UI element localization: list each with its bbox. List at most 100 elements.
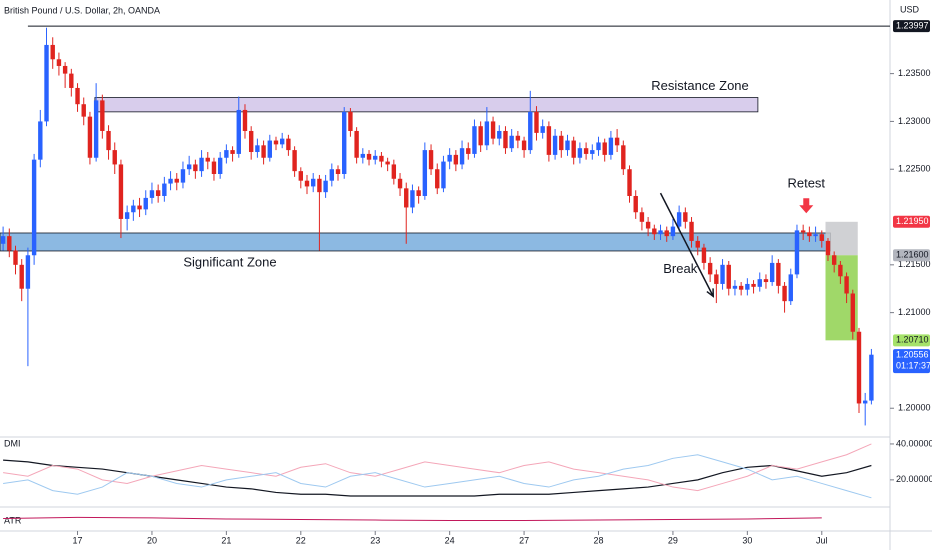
candle-body: [509, 135, 514, 149]
candle-body: [559, 135, 564, 151]
candle-body: [540, 126, 545, 133]
candle-body: [695, 240, 700, 248]
candle-body: [391, 164, 397, 179]
candle-body: [838, 264, 843, 277]
candle-body: [56, 59, 62, 66]
x-tick-label: 24: [445, 535, 455, 545]
candle-body: [69, 73, 74, 88]
candle-body: [565, 140, 570, 151]
candle-body: [862, 400, 868, 404]
candle-body: [112, 150, 117, 165]
candle-body: [763, 279, 769, 283]
candle-body: [856, 331, 862, 404]
candle-body: [186, 164, 192, 170]
candle-body: [732, 285, 738, 289]
candle-body: [428, 150, 434, 170]
candle-body: [521, 140, 527, 151]
candle-body: [534, 111, 539, 133]
arrow-head: [706, 288, 715, 298]
candle-body: [292, 150, 297, 172]
candle-body: [124, 212, 130, 219]
candle-body: [62, 65, 68, 74]
candle-body: [397, 178, 403, 189]
candle-body: [335, 169, 341, 174]
candle-body: [149, 190, 155, 198]
candle-body: [633, 195, 638, 213]
candle-body: [528, 111, 533, 151]
price-label-box: [893, 249, 930, 262]
candle-body: [286, 138, 291, 151]
price-label: 1.23997: [896, 20, 929, 30]
candle-body: [19, 264, 24, 289]
candle-body: [38, 121, 43, 160]
y-tick-label: 1.23500: [898, 68, 931, 78]
candle-body: [652, 228, 657, 235]
candle-body: [751, 283, 756, 287]
candle-body: [168, 178, 173, 184]
candle-body: [788, 274, 793, 302]
y-tick-label: 1.21000: [898, 307, 931, 317]
candle-body: [298, 171, 304, 181]
price-label: 1.21600: [896, 250, 929, 260]
candle-body: [794, 230, 800, 275]
candle-body: [31, 159, 37, 256]
candle-body: [689, 221, 694, 241]
candle-body: [211, 161, 217, 174]
chart-title: British Pound / U.S. Dollar, 2h, OANDA: [4, 5, 160, 15]
y-tick-label: 1.21500: [898, 259, 931, 269]
candle-body: [162, 183, 167, 196]
candle-body: [447, 154, 452, 162]
candle-body: [819, 234, 824, 241]
candle-body: [193, 164, 198, 172]
candle-body: [757, 279, 762, 287]
candle-body: [81, 104, 86, 117]
pane-label: DMI: [4, 438, 21, 448]
candle-body: [627, 169, 632, 196]
candle-body: [807, 232, 812, 237]
zone-label: Resistance Zone: [651, 78, 749, 93]
candle-body: [738, 285, 744, 290]
x-tick-label: 28: [593, 535, 603, 545]
candle-body: [583, 148, 589, 154]
x-tick-label: 21: [221, 535, 231, 545]
candle-body: [87, 116, 93, 158]
candle-body: [354, 130, 359, 158]
candle-body: [701, 247, 707, 263]
candle-body: [776, 262, 781, 286]
candle-body: [459, 148, 465, 165]
candle-body: [174, 178, 179, 183]
candle-body: [726, 264, 731, 289]
candle-body: [279, 138, 285, 145]
x-tick-label: 30: [742, 535, 752, 545]
candle-body: [236, 109, 241, 154]
candle-body: [404, 188, 409, 208]
candle-body: [106, 130, 111, 151]
indicator-line: [3, 516, 822, 522]
candle-body: [676, 212, 682, 227]
candle-body: [137, 205, 142, 210]
price-label-box: [893, 334, 930, 347]
candle-body: [714, 274, 719, 284]
price-label-box: [893, 20, 930, 33]
candle-body: [143, 197, 148, 210]
candle-body: [50, 44, 55, 60]
pane-label: ATR: [4, 515, 22, 525]
candle-body: [683, 212, 688, 222]
candle-body: [360, 153, 366, 158]
candle-body: [800, 230, 806, 233]
candle-body: [782, 285, 787, 302]
candle-body: [453, 154, 459, 165]
candle-body: [304, 180, 310, 187]
price-label: 1.20556: [896, 349, 929, 359]
x-tick-label: 22: [296, 535, 306, 545]
candle-body: [602, 142, 607, 155]
candle-body: [435, 169, 440, 189]
candle-body: [441, 161, 446, 189]
candle-body: [503, 130, 508, 149]
candle-body: [478, 126, 483, 146]
x-tick-label: 27: [519, 535, 529, 545]
candle-body: [844, 276, 849, 294]
candle-body: [199, 157, 204, 172]
candle-body: [329, 169, 335, 181]
candle-body: [7, 236, 12, 251]
